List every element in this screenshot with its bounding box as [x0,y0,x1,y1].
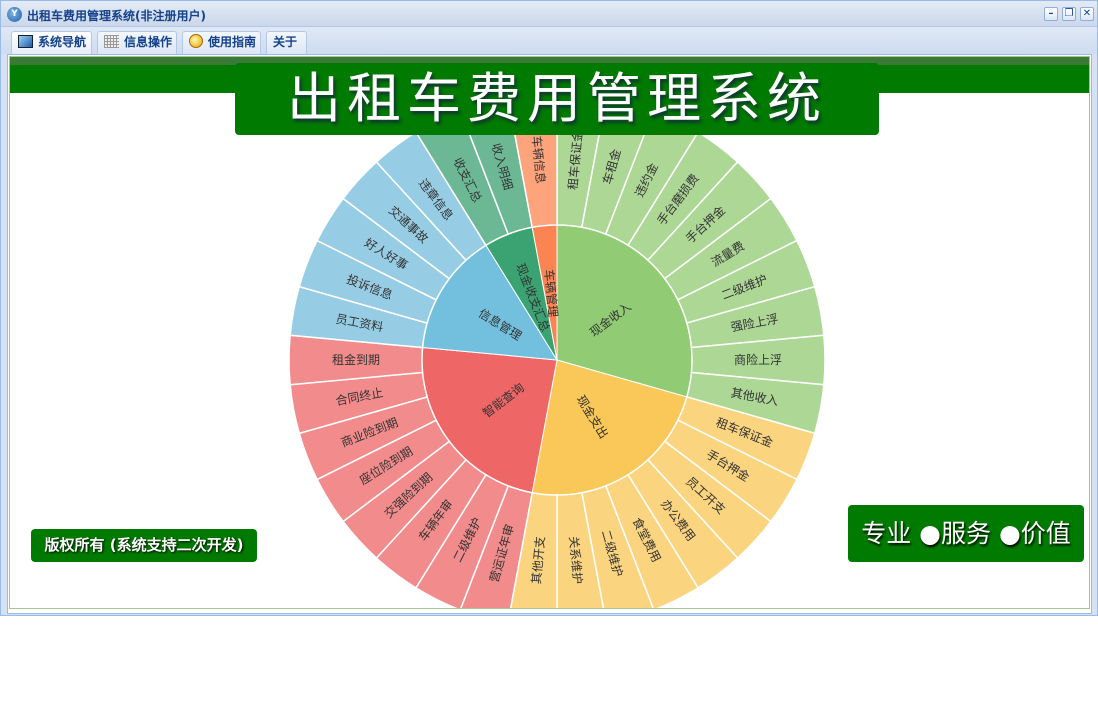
sunburst-item-label: 车辆信息 [529,135,548,184]
sunburst-item-label: 租金到期 [332,352,380,367]
banner-top-strip [10,57,1089,65]
window-title: 出租车费用管理系统(非注册用户) [27,9,206,23]
tab-label: 信息操作 [124,35,173,49]
restore-button[interactable]: ❐ [1062,7,1076,21]
title-bar: Y 出租车费用管理系统(非注册用户) – ❐ ✕ [1,1,1097,27]
system-title: 出租车费用管理系统 [235,63,879,135]
tab-label: 关于 [273,35,298,49]
slogan-badge: 专业 ●服务 ●价值 [848,505,1084,562]
tab-info-ops[interactable]: 信息操作 [97,31,177,54]
help-icon [189,34,203,48]
tab-system-nav[interactable]: 系统导航 [11,31,92,54]
tab-user-guide[interactable]: 使用指南 [182,31,261,54]
tab-about[interactable]: 关于 [266,31,307,54]
tab-label: 系统导航 [38,35,87,49]
sunburst-item-label: 其他开支 [529,536,547,585]
sunburst-category-label: 车辆管理 [542,269,561,318]
home-panel: 现金收入 租车保证金 车租金 违约金 手台磨损费 手台押金 流量费 二级维护 强险上浮 商险上浮其… [9,56,1090,609]
app-window: Y 出租车费用管理系统(非注册用户) – ❐ ✕ 系统导航 信息操作 使用指南 … [0,0,1098,616]
copyright-badge: 版权所有 (系统支持二次开发) [31,529,257,562]
app-logo-icon: Y [7,7,22,22]
close-button[interactable]: ✕ [1080,7,1094,21]
sunburst-item-label: 关系维护 [566,536,584,585]
content-panel: 现金收入 租车保证金 车租金 违约金 手台磨损费 手台押金 流量费 二级维护 强险上浮 商险上浮其… [7,54,1092,614]
window-icon [18,35,33,48]
tab-label: 使用指南 [208,35,257,49]
sunburst-item-label: 租车保证金 [565,129,585,190]
tab-bar: 系统导航 信息操作 使用指南 关于 [1,27,1097,54]
minimize-button[interactable]: – [1044,7,1058,21]
grid-icon [104,35,119,48]
sunburst-item-label: 商险上浮 [734,352,782,367]
